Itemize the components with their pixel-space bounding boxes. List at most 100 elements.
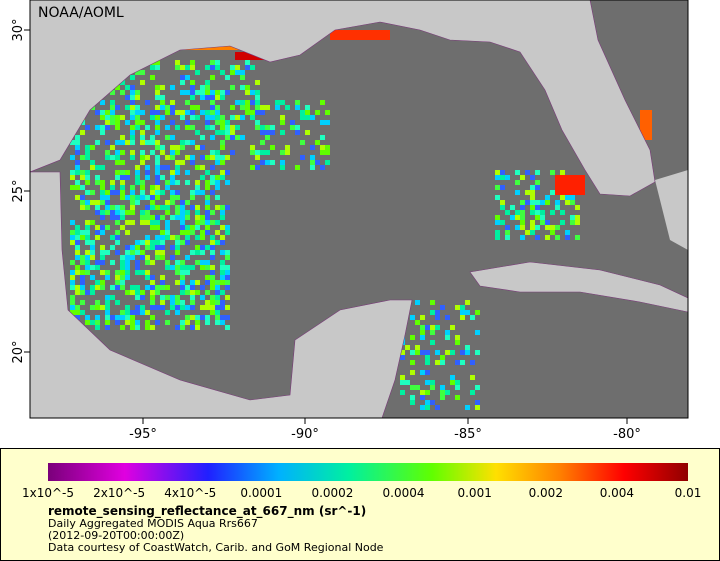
pixel [410, 315, 415, 320]
pixel [455, 305, 460, 310]
pixel [225, 250, 230, 255]
pixel [100, 245, 105, 250]
pixel [140, 180, 145, 185]
lon-label: -80° [613, 427, 641, 442]
pixel [165, 265, 170, 270]
pixel [70, 185, 75, 190]
pixel [100, 255, 105, 260]
pixel [135, 165, 140, 170]
pixel [140, 70, 145, 75]
pixel [295, 165, 300, 170]
pixel [200, 90, 205, 95]
pixel [180, 320, 185, 325]
pixel [170, 195, 175, 200]
pixel [285, 105, 290, 110]
pixel [190, 265, 195, 270]
pixel [135, 240, 140, 245]
pixel [75, 185, 80, 190]
colorbar [48, 463, 688, 481]
pixel [150, 260, 155, 265]
pixel [205, 220, 210, 225]
pixel [215, 110, 220, 115]
pixel [215, 285, 220, 290]
pixel [210, 125, 215, 130]
pixel [220, 275, 225, 280]
pixel [130, 290, 135, 295]
pixel [140, 80, 145, 85]
pixel [270, 160, 275, 165]
pixel [150, 75, 155, 80]
pixel [210, 110, 215, 115]
pixel [210, 105, 215, 110]
pixel [100, 110, 105, 115]
pixel [425, 390, 430, 395]
pixel [575, 215, 580, 220]
pixel [70, 175, 75, 180]
pixel [190, 160, 195, 165]
pixel [405, 380, 410, 385]
pixel [160, 95, 165, 100]
pixel [530, 185, 535, 190]
pixel [115, 125, 120, 130]
pixel [170, 105, 175, 110]
pixel [145, 245, 150, 250]
pixel [310, 145, 315, 150]
pixel [310, 160, 315, 165]
pixel [195, 185, 200, 190]
pixel [200, 305, 205, 310]
pixel [225, 90, 230, 95]
pixel [455, 380, 460, 385]
pixel [170, 120, 175, 125]
pixel [115, 285, 120, 290]
pixel [140, 240, 145, 245]
pixel [300, 155, 305, 160]
pixel [130, 100, 135, 105]
pixel [115, 205, 120, 210]
pixel [180, 230, 185, 235]
pixel [135, 285, 140, 290]
pixel [140, 195, 145, 200]
pixel [180, 215, 185, 220]
pixel [155, 220, 160, 225]
pixel [210, 210, 215, 215]
pixel [85, 190, 90, 195]
pixel [120, 270, 125, 275]
pixel [465, 300, 470, 305]
pixel [255, 80, 260, 85]
pixel [200, 145, 205, 150]
pixel [100, 285, 105, 290]
pixel [125, 230, 130, 235]
pixel [220, 280, 225, 285]
pixel [90, 190, 95, 195]
pixel [235, 70, 240, 75]
pixel [235, 100, 240, 105]
pixel [70, 310, 75, 315]
pixel [415, 350, 420, 355]
pixel [195, 210, 200, 215]
pixel [110, 215, 115, 220]
pixel [120, 205, 125, 210]
pixel [545, 200, 550, 205]
pixel [130, 150, 135, 155]
pixel [115, 235, 120, 240]
pixel [115, 280, 120, 285]
pixel [410, 385, 415, 390]
pixel [175, 190, 180, 195]
pixel [120, 285, 125, 290]
pixel [215, 195, 220, 200]
pixel [225, 230, 230, 235]
pixel [160, 235, 165, 240]
pixel [145, 165, 150, 170]
pixel [465, 405, 470, 410]
pixel [500, 205, 505, 210]
pixel [100, 125, 105, 130]
pixel [115, 220, 120, 225]
pixel [150, 190, 155, 195]
colorbar-tick-label: 0.001 [457, 486, 491, 500]
pixel [545, 195, 550, 200]
pixel [175, 110, 180, 115]
pixel [165, 210, 170, 215]
pixel [85, 230, 90, 235]
pixel [250, 145, 255, 150]
pixel [550, 230, 555, 235]
